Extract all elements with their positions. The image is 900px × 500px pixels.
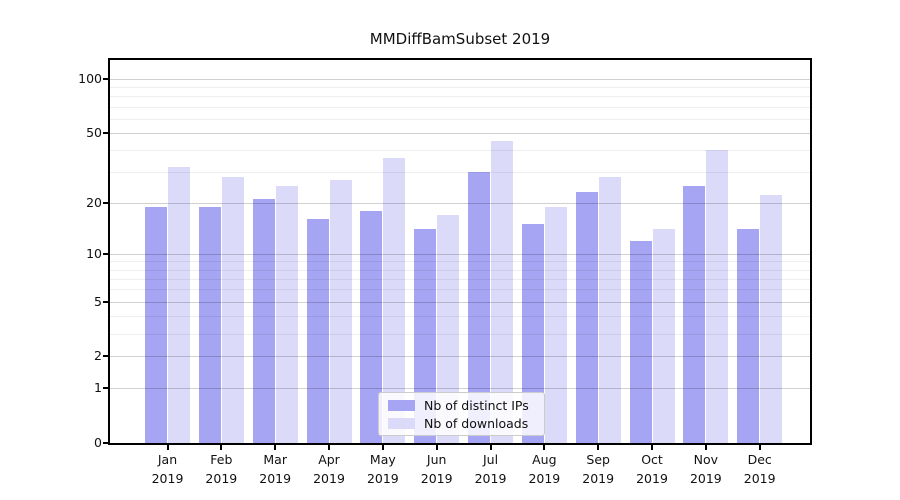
y-tick-label-5: 5	[94, 293, 102, 309]
x-tick-label-nov: Nov 2019	[689, 452, 722, 486]
x-tick-mark-nov	[704, 445, 707, 450]
x-tick-label-jun: Jun 2019	[420, 452, 453, 486]
legend-item-distinct-ips: Nb of distinct IPs	[379, 398, 544, 413]
gridline-minor-80	[110, 96, 810, 98]
x-tick-label-dec: Dec 2019	[743, 452, 776, 486]
bar-downloads-oct	[652, 229, 675, 443]
bar-downloads-jul	[491, 140, 514, 443]
x-tick-label-sep: Sep 2019	[582, 452, 615, 486]
x-tick-label-mar: Mar 2019	[259, 452, 292, 486]
bar-ips-sep	[575, 192, 598, 443]
x-tick-label-aug: Aug 2019	[528, 452, 561, 486]
x-tick-mark-may	[381, 445, 384, 450]
bar-ips-jun	[414, 229, 437, 443]
gridline-100	[110, 78, 810, 80]
legend-label-distinct-ips: Nb of distinct IPs	[424, 397, 529, 413]
y-tick-label-2: 2	[94, 348, 102, 364]
legend-label-downloads: Nb of downloads	[424, 415, 529, 431]
x-tick-label-oct: Oct 2019	[636, 452, 668, 486]
gridline-minor-3	[110, 333, 810, 335]
bar-downloads-feb	[221, 177, 244, 443]
bar-downloads-dec	[760, 195, 783, 443]
x-tick-mark-jul	[489, 445, 492, 450]
gridline-20	[110, 202, 810, 204]
y-tick-label-10: 10	[86, 245, 102, 261]
gridline-5	[110, 301, 810, 303]
bar-downloads-jun	[437, 214, 460, 443]
y-tick-mark-10	[103, 252, 109, 255]
x-tick-mark-mar	[274, 445, 277, 450]
y-tick-mark-100	[103, 77, 109, 80]
y-tick-label-1: 1	[94, 380, 102, 396]
gridline-50	[110, 132, 810, 134]
y-tick-mark-20	[103, 201, 109, 204]
x-tick-label-feb: Feb 2019	[205, 452, 238, 486]
x-tick-mark-aug	[543, 445, 546, 450]
y-tick-label-50: 50	[86, 124, 102, 140]
y-tick-mark-0	[103, 442, 109, 444]
gridline-minor-90	[110, 86, 810, 88]
x-tick-mark-apr	[328, 445, 330, 450]
bar-ips-apr	[306, 219, 329, 443]
x-tick-label-apr: Apr 2019	[313, 452, 345, 486]
gridline-minor-8	[110, 269, 810, 271]
gridline-minor-6	[110, 289, 810, 291]
x-tick-label-jan: Jan 2019	[151, 452, 184, 486]
y-tick-label-100: 100	[78, 70, 102, 86]
bar-ips-jul	[468, 171, 491, 443]
x-tick-mark-dec	[758, 445, 761, 450]
bar-downloads-sep	[598, 177, 621, 443]
chart-title: MMDiffBamSubset 2019	[369, 30, 551, 48]
x-tick-mark-jun	[435, 445, 438, 450]
legend: Nb of distinct IPs Nb of downloads	[378, 392, 545, 436]
y-tick-label-20: 20	[86, 194, 102, 210]
bar-ips-oct	[629, 240, 652, 443]
gridline-2	[110, 356, 810, 358]
bar-downloads-aug	[544, 206, 567, 443]
gridline-minor-40	[110, 149, 810, 151]
bar-ips-nov	[683, 185, 706, 443]
y-tick-label-0: 0	[94, 435, 102, 450]
x-tick-mark-sep	[597, 445, 600, 450]
gridline-minor-7	[110, 278, 810, 280]
gridline-minor-70	[110, 106, 810, 108]
legend-swatch-distinct-ips	[388, 399, 415, 411]
x-tick-label-jul: Jul 2019	[474, 452, 507, 486]
bar-ips-jan	[145, 206, 167, 443]
bar-downloads-mar	[275, 185, 298, 443]
bar-ips-may	[360, 210, 383, 443]
gridline-minor-4	[110, 315, 810, 317]
bar-ips-mar	[252, 199, 275, 443]
bar-ips-aug	[521, 224, 544, 443]
gridline-minor-9	[110, 261, 810, 263]
gridline-10	[110, 253, 810, 255]
y-tick-mark-2	[103, 355, 109, 358]
legend-item-downloads: Nb of downloads	[379, 416, 544, 431]
legend-swatch-downloads	[388, 417, 415, 429]
plot-area	[110, 60, 810, 443]
y-tick-mark-1	[103, 387, 109, 390]
x-tick-mark-jan	[166, 445, 169, 450]
bar-ips-dec	[737, 229, 760, 443]
x-tick-mark-feb	[220, 445, 223, 450]
gridline-minor-30	[110, 171, 810, 173]
x-tick-mark-oct	[651, 445, 654, 450]
bar-ips-feb	[198, 206, 221, 443]
bar-downloads-nov	[706, 149, 729, 443]
bar-downloads-apr	[329, 179, 352, 443]
y-tick-mark-5	[103, 300, 109, 303]
gridline-minor-60	[110, 118, 810, 120]
bar-downloads-may	[383, 157, 406, 443]
bar-downloads-jan	[168, 166, 190, 443]
x-tick-label-may: May 2019	[366, 452, 399, 486]
y-tick-mark-50	[103, 131, 109, 134]
gridline-1	[110, 388, 810, 390]
